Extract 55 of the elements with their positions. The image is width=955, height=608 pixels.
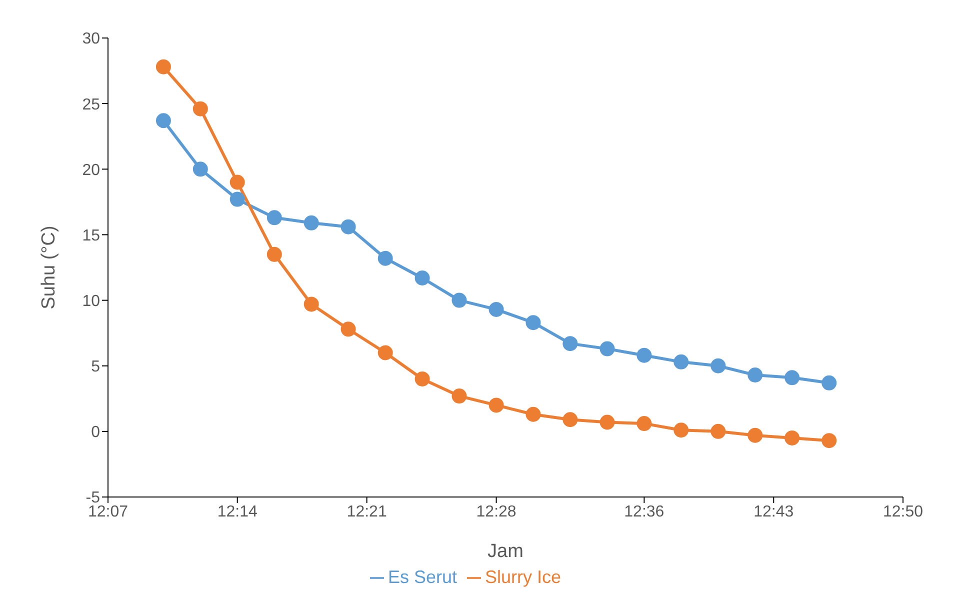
point <box>230 174 245 190</box>
y-tick-label: 20 <box>82 162 100 179</box>
point <box>674 422 689 438</box>
point <box>414 270 430 286</box>
point <box>304 215 319 230</box>
legend-label: Slurry Ice <box>485 567 562 587</box>
point <box>340 219 356 234</box>
point <box>156 113 171 128</box>
y-tick-label: 25 <box>82 96 100 114</box>
point <box>748 368 763 383</box>
y-tick-label: 10 <box>82 292 100 310</box>
point <box>562 412 578 428</box>
x-tick-label: 12:21 <box>346 503 387 520</box>
point <box>562 336 578 352</box>
point <box>378 250 393 266</box>
point <box>822 375 837 390</box>
point <box>266 246 282 262</box>
y-tick-label: 30 <box>82 30 100 48</box>
point <box>784 430 800 446</box>
point <box>414 371 430 386</box>
point <box>674 354 689 370</box>
point <box>192 101 208 116</box>
point <box>636 416 652 432</box>
point <box>340 322 356 337</box>
point <box>822 433 837 448</box>
y-tick-label: 15 <box>82 227 100 244</box>
point <box>304 296 319 312</box>
point <box>748 428 763 443</box>
x-tick-label: 12:50 <box>882 503 924 520</box>
point <box>526 315 541 330</box>
point <box>488 398 504 413</box>
x-axis-title: Jam <box>488 541 524 562</box>
point <box>526 406 541 422</box>
point <box>230 192 245 207</box>
point <box>600 414 615 430</box>
x-tick-label: 12:28 <box>476 503 516 520</box>
y-tick-label: 0 <box>91 424 100 442</box>
legend-label: Es Serut <box>388 567 457 587</box>
x-tick-label: 12:43 <box>754 503 794 520</box>
point <box>488 302 504 317</box>
point <box>192 162 208 177</box>
point <box>636 348 652 363</box>
point <box>156 59 171 74</box>
point <box>452 388 467 404</box>
y-tick-label: 5 <box>91 358 100 376</box>
point <box>378 345 393 360</box>
point <box>710 424 726 439</box>
point <box>452 292 467 308</box>
y-axis-title: Suhu (°C) <box>38 226 60 310</box>
point <box>784 370 800 386</box>
x-tick-label: 12:36 <box>624 503 664 520</box>
point <box>600 341 615 356</box>
point <box>266 210 282 226</box>
point <box>710 358 726 374</box>
x-tick-label: 12:14 <box>217 503 258 520</box>
